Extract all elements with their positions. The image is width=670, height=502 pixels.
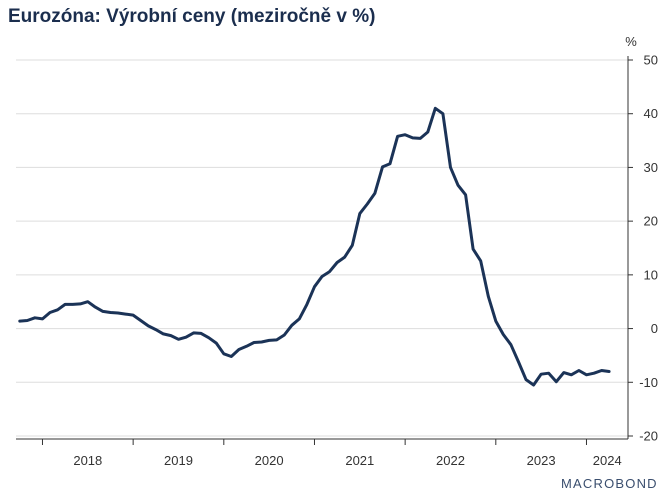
x-tick-label: 2023	[527, 453, 556, 468]
x-tick-marks: 2018 2019 2020 2021 2022 2023 2024	[41, 439, 622, 468]
y-tick-label: 10	[644, 267, 658, 282]
x-tick-label: 2018	[73, 453, 102, 468]
x-tick-label: 2020	[255, 453, 284, 468]
series-line	[18, 106, 611, 387]
y-tick-label: 0	[651, 321, 658, 336]
y-tick-label: 20	[644, 214, 658, 229]
axes	[16, 56, 629, 440]
x-tick-label: 2021	[345, 453, 374, 468]
chart-title: Eurozóna: Výrobní ceny (meziročně v %)	[8, 6, 376, 27]
x-tick-label: 2019	[164, 453, 193, 468]
y-tick-label: -10	[639, 375, 658, 390]
y-tick-label: 40	[644, 106, 658, 121]
series-layer	[18, 106, 611, 387]
y-tick-labels: 50 40 30 20 10 0 -10 -20	[628, 53, 658, 444]
y-tick-label: 50	[644, 53, 658, 68]
brand-logo: MACROBOND	[561, 476, 658, 491]
y-unit-label: %	[625, 34, 637, 49]
x-tick-label: 2022	[436, 453, 465, 468]
y-tick-label: -20	[639, 429, 658, 444]
x-tick-label: 2024	[593, 453, 622, 468]
y-tick-label: 30	[644, 160, 658, 175]
